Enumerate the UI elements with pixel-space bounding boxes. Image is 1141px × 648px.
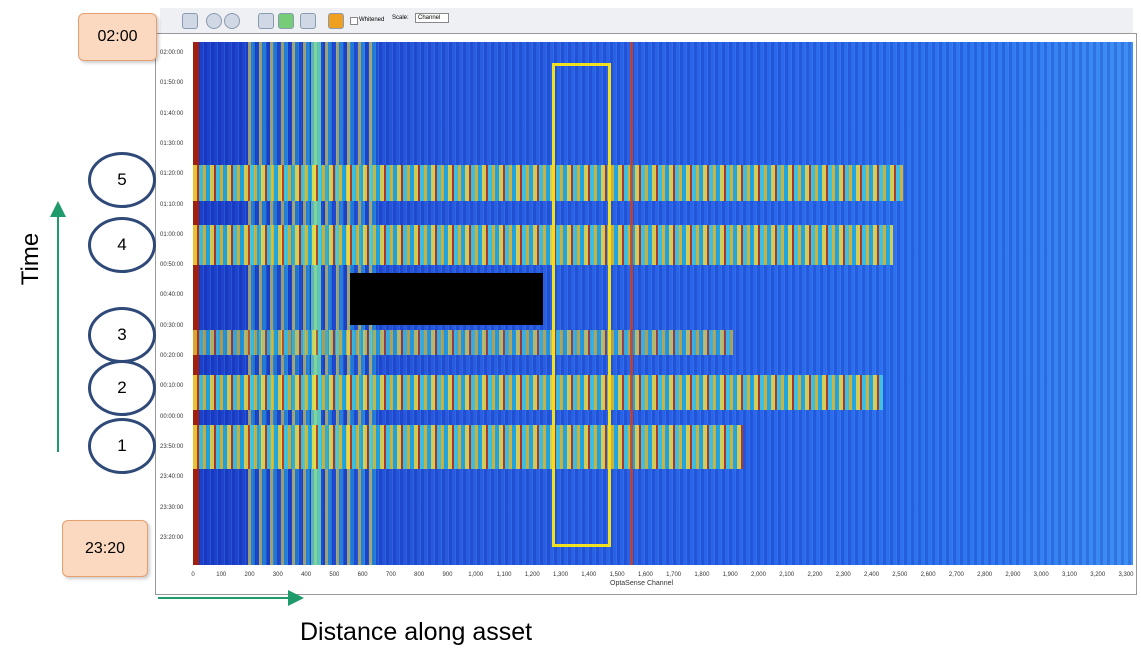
forward-button[interactable] xyxy=(224,13,240,29)
refresh-button[interactable] xyxy=(182,13,198,29)
x-tick-label: 2,200 xyxy=(807,572,823,578)
event-marker: 2 xyxy=(88,360,156,416)
x-tick-label: 1,700 xyxy=(666,572,682,578)
whitened-checkbox[interactable] xyxy=(350,17,358,25)
x-tick-label: 300 xyxy=(272,572,283,578)
settings-button[interactable] xyxy=(328,13,344,29)
y-tick-label: 00:00:00 xyxy=(160,413,184,420)
y-tick-label: 01:10:00 xyxy=(160,201,184,208)
x-tick-label: 2,700 xyxy=(948,572,964,578)
y-tick-label: 01:00:00 xyxy=(160,231,184,238)
y-tick-label: 01:30:00 xyxy=(160,140,184,147)
x-tick-label: 2,000 xyxy=(750,572,766,578)
x-tick-label: 1,300 xyxy=(553,572,569,578)
event-band xyxy=(193,165,903,201)
y-tick-label: 01:40:00 xyxy=(160,110,184,117)
time-box: 02:00 xyxy=(78,13,157,61)
y-tick-label: 02:00:00 xyxy=(160,50,184,56)
x-tick-label: 1,200 xyxy=(524,572,540,578)
x-tick-label: 2,100 xyxy=(779,572,795,578)
x-tick-label: 500 xyxy=(329,572,340,578)
image-button[interactable] xyxy=(278,13,294,29)
event-band xyxy=(193,375,883,410)
y-tick-label: 23:30:00 xyxy=(160,504,184,511)
hot-column xyxy=(311,42,321,565)
x-tick-label: 1,900 xyxy=(722,572,738,578)
x-tick-label: 2,800 xyxy=(977,572,993,578)
y-tick-label: 01:20:00 xyxy=(160,171,184,178)
y-tick-label: 00:50:00 xyxy=(160,262,184,269)
x-tick-label: 800 xyxy=(414,572,425,578)
hot-column xyxy=(630,42,633,565)
rewind-button[interactable] xyxy=(206,13,222,29)
x-tick-label: 400 xyxy=(301,572,312,578)
x-tick-label: 2,900 xyxy=(1005,572,1021,578)
whitened-label: Whitened xyxy=(359,17,385,23)
x-axis-title: OptaSense Channel xyxy=(610,580,674,587)
x-tick-label: 1,800 xyxy=(694,572,710,578)
x-tick-label: 900 xyxy=(442,572,453,578)
event-marker: 4 xyxy=(88,217,156,273)
y-tick-label: 00:30:00 xyxy=(160,322,184,329)
x-tick-label: 200 xyxy=(244,572,255,578)
x-tick-label: 1,000 xyxy=(468,572,484,578)
x-tick-label: 2,500 xyxy=(892,572,908,578)
event-band xyxy=(193,425,743,469)
x-tick-label: 1,100 xyxy=(496,572,512,578)
redaction xyxy=(350,273,543,325)
y-tick-label: 01:50:00 xyxy=(160,80,184,87)
event-band xyxy=(193,330,733,355)
y-tick-label: 23:50:00 xyxy=(160,443,184,450)
scale-label: Scale: xyxy=(392,15,409,21)
audio-button[interactable] xyxy=(300,13,316,29)
y-tick-label: 23:40:00 xyxy=(160,474,184,481)
x-tick-label: 700 xyxy=(385,572,396,578)
x-tick-label: 3,100 xyxy=(1061,572,1077,578)
x-tick-label: 600 xyxy=(357,572,368,578)
event-marker: 5 xyxy=(88,152,156,208)
x-tick-label: 3,200 xyxy=(1090,572,1106,578)
time-box: 23:20 xyxy=(62,520,148,577)
x-tick-label: 1,600 xyxy=(637,572,653,578)
x-title: Distance along asset xyxy=(300,618,533,646)
hot-column xyxy=(193,42,199,565)
y-tick-label: 00:40:00 xyxy=(160,292,184,299)
view-button[interactable] xyxy=(258,13,274,29)
x-tick-label: 100 xyxy=(216,572,227,578)
x-tick-label: 3,000 xyxy=(1033,572,1049,578)
event-band xyxy=(193,225,893,265)
x-tick-label: 2,300 xyxy=(835,572,851,578)
x-tick-label: 0 xyxy=(191,572,195,578)
x-tick-label: 1,400 xyxy=(581,572,597,578)
event-marker: 3 xyxy=(88,307,156,363)
highlight-box xyxy=(552,63,611,547)
x-tick-label: 1,500 xyxy=(609,572,625,578)
x-tick-label: 2,600 xyxy=(920,572,936,578)
y-tick-label: 00:10:00 xyxy=(160,383,184,390)
y-tick-label: 00:20:00 xyxy=(160,353,184,359)
x-tick-label: 3,300 xyxy=(1118,572,1134,578)
scale-dropdown[interactable]: Channel xyxy=(415,13,450,23)
x-tick-label: 2,400 xyxy=(864,572,880,578)
y-tick-label: 23:20:00 xyxy=(160,534,184,541)
event-marker: 1 xyxy=(88,418,156,474)
